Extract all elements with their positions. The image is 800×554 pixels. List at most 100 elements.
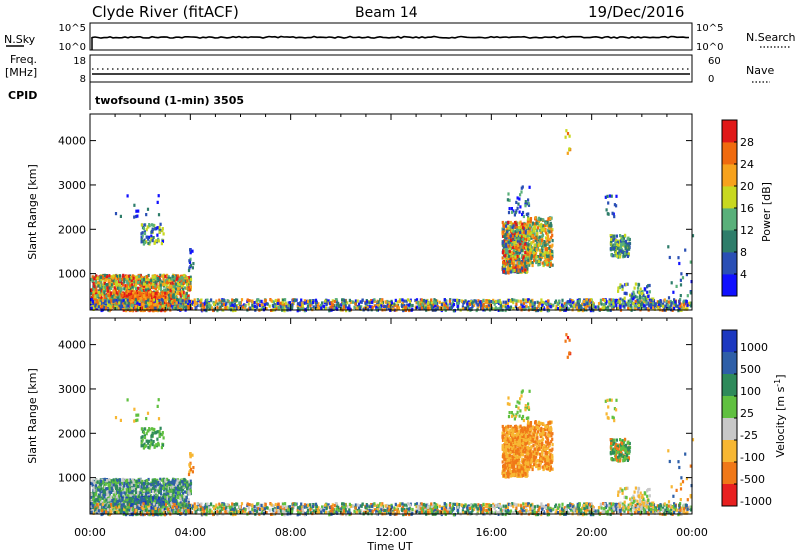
rti-cell [506, 198, 509, 202]
rti-cell [607, 212, 610, 216]
rti-cell [355, 306, 358, 310]
rti-cell [201, 303, 204, 307]
rti-cell [125, 274, 129, 279]
rti-cell [613, 203, 616, 207]
rti-cell [524, 250, 527, 254]
rti-cell [216, 305, 219, 310]
rti-cell [98, 301, 102, 305]
rti-cell [543, 262, 546, 266]
rti-cell [101, 305, 104, 309]
rti-cell [528, 245, 531, 249]
rti-cell [632, 301, 635, 306]
rti-cell [512, 251, 515, 256]
rti-cell [92, 297, 95, 302]
rti-cell [181, 304, 184, 308]
rti-cell [508, 250, 511, 254]
rti-cell [233, 307, 236, 311]
rti-cell [327, 299, 330, 303]
rti-cell [543, 223, 547, 228]
rti-cell [550, 216, 553, 220]
rti-cell [232, 309, 235, 313]
rti-cell [613, 237, 616, 241]
rti-cell [624, 303, 627, 307]
rti-cell [173, 290, 177, 295]
rti-cell [125, 298, 128, 303]
power-colorbar-label: Power [dB] [760, 182, 773, 242]
rti-cell [414, 298, 417, 303]
power-colorbar-tick-label: 24 [740, 158, 754, 171]
rti-cell [511, 234, 514, 238]
rti-cell [526, 261, 529, 265]
rti-cell [498, 298, 501, 303]
rti-cell [173, 293, 177, 297]
rti-cell [513, 268, 516, 272]
rti-cell [340, 303, 343, 307]
rti-cell [123, 292, 126, 296]
rti-cell [683, 299, 686, 303]
rti-cell [389, 306, 392, 310]
rti-cell [612, 298, 615, 302]
rti-cell [594, 307, 597, 311]
rti-cell [183, 273, 186, 278]
rti-cell [632, 297, 635, 301]
rti-cell [504, 236, 507, 240]
rti-cell [120, 281, 123, 285]
rti-cell [507, 235, 510, 239]
rti-cell [353, 305, 356, 309]
rti-cell [512, 307, 515, 311]
rti-cell [189, 277, 193, 282]
rti-cell [387, 306, 390, 310]
rti-cell [259, 307, 262, 311]
rti-cell [648, 304, 651, 308]
rti-cell [513, 213, 516, 217]
rti-cell [648, 283, 651, 288]
rti-cell [521, 266, 524, 270]
rti-cell [152, 236, 155, 240]
rti-cell [161, 301, 164, 305]
rti-cell [175, 277, 178, 281]
rti-cell [510, 222, 513, 226]
rti-cell [118, 301, 121, 305]
y-tick-label: 3000 [58, 179, 86, 192]
rti-cell [504, 251, 507, 255]
rti-cell [277, 307, 280, 311]
rti-cell [132, 276, 135, 280]
rti-cell [594, 305, 597, 309]
rti-cell [127, 301, 130, 306]
rti-cell [177, 298, 180, 302]
rti-cell [612, 302, 615, 306]
rti-cell [167, 303, 170, 307]
rti-cell [426, 301, 430, 305]
nave-tick-top: 60 [708, 56, 721, 67]
rti-cell [662, 304, 665, 308]
rti-cell [562, 304, 565, 308]
freq-tick-bottom: 8 [80, 74, 86, 85]
rti-cell [108, 278, 111, 283]
rti-cell [513, 239, 517, 243]
rti-cell [539, 230, 542, 235]
rti-cell [264, 298, 267, 303]
rti-cell [508, 254, 511, 258]
rti-cell [501, 256, 504, 260]
rti-cell [542, 218, 545, 222]
rti-cell [191, 249, 194, 253]
rti-cell [509, 224, 512, 228]
rti-cell [529, 261, 532, 265]
rti-cell [154, 295, 157, 299]
rti-cell [140, 292, 143, 296]
rti-cell [231, 303, 234, 307]
rti-cell [504, 305, 507, 309]
rti-cell [155, 282, 158, 286]
rti-cell [109, 291, 112, 295]
rti-cell [580, 304, 583, 308]
rti-cell [120, 299, 123, 303]
rti-cell [527, 243, 530, 247]
rti-cell [92, 282, 95, 286]
rti-cell [156, 274, 159, 278]
rti-cell [605, 306, 608, 310]
rti-cell [115, 296, 118, 300]
rti-cell [291, 306, 294, 310]
rti-cell [652, 299, 656, 303]
rti-cell [537, 224, 540, 228]
rti-cell [539, 228, 542, 232]
